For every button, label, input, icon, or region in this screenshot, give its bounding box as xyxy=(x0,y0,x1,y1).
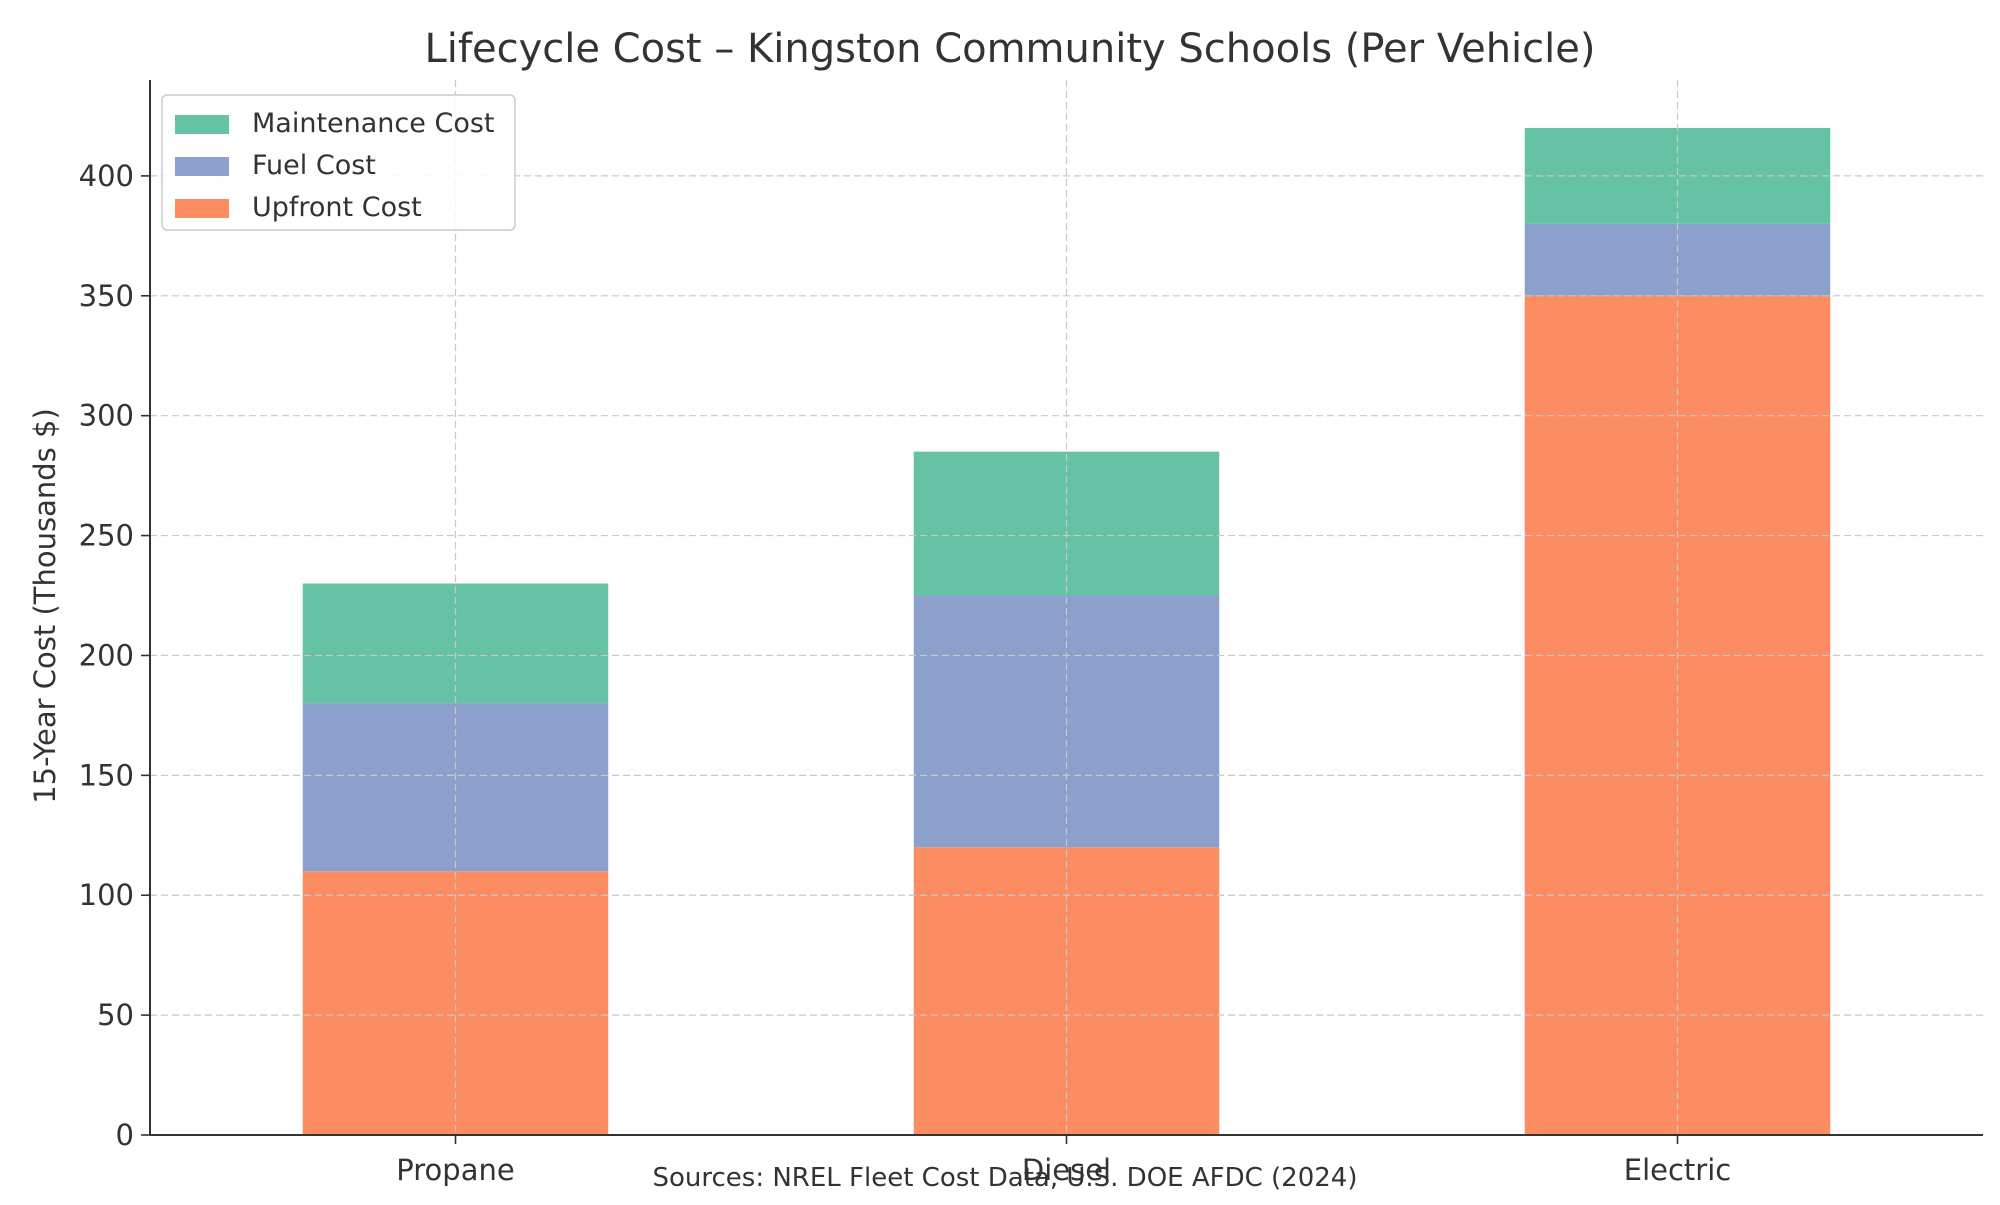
legend-swatch xyxy=(175,157,229,176)
source-note: Sources: NREL Fleet Cost Data, U.S. DOE … xyxy=(652,1163,1357,1193)
legend-label: Upfront Cost xyxy=(252,192,422,223)
legend-label: Maintenance Cost xyxy=(252,108,495,139)
legend-swatch xyxy=(175,115,229,134)
x-tick-labels: Propane Diesel Electric xyxy=(396,1153,1731,1187)
y-tick-label: 250 xyxy=(79,519,134,553)
x-tick-label: Electric xyxy=(1624,1153,1731,1187)
grid-lines xyxy=(150,80,1983,1135)
x-tick-label: Diesel xyxy=(1022,1153,1111,1187)
y-tick-label: 0 xyxy=(116,1118,134,1152)
y-tick-label: 200 xyxy=(79,638,134,672)
legend-frame xyxy=(161,94,516,231)
legend-swatch xyxy=(175,199,229,218)
y-tick-label: 300 xyxy=(79,399,134,433)
y-tick-label: 350 xyxy=(79,279,134,313)
y-tick-label: 100 xyxy=(79,878,134,912)
bar-diesel-upfront-cost xyxy=(913,847,1220,1135)
y-tick-label: 400 xyxy=(79,159,134,193)
legend: Maintenance Cost Fuel Cost Upfront Cost xyxy=(161,94,516,231)
y-tick-labels: 0 50 100 150 200 250 300 350 400 xyxy=(79,159,134,1152)
x-tick-label: Propane xyxy=(396,1153,514,1187)
legend-label: Fuel Cost xyxy=(252,150,376,181)
y-tick-label: 50 xyxy=(97,998,134,1032)
chart-title: Lifecycle Cost – Kingston Community Scho… xyxy=(425,26,1596,72)
y-axis-label: 15-Year Cost (Thousands $) xyxy=(28,408,62,804)
y-tick-label: 150 xyxy=(79,758,134,792)
bar-propane-upfront-cost xyxy=(302,871,609,1135)
axes-group xyxy=(141,80,1983,1144)
